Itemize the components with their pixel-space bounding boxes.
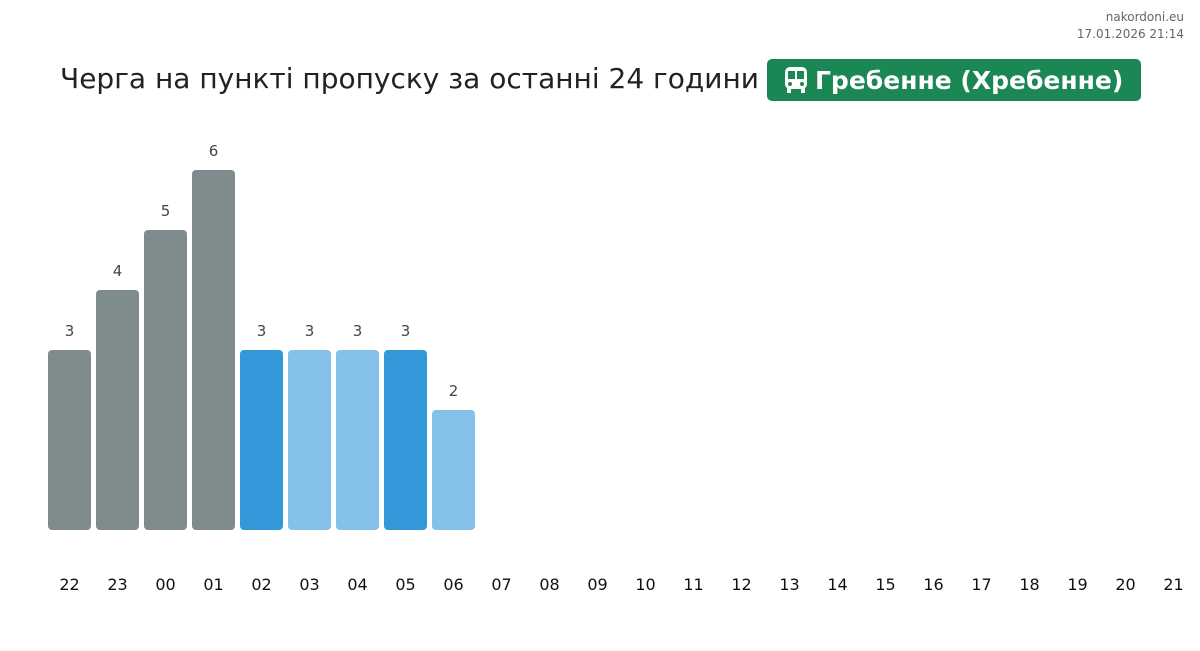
x-tick-label: 08 [539, 575, 559, 594]
x-tick-label: 09 [587, 575, 607, 594]
x-tick-label: 01 [203, 575, 223, 594]
checkpoint-badge: Гребенне (Хребенне) [767, 59, 1141, 101]
data-label: 3 [65, 322, 75, 340]
bar [384, 350, 427, 530]
x-tick-label: 23 [107, 575, 127, 594]
x-tick-label: 17 [971, 575, 991, 594]
bar [144, 230, 187, 530]
x-tick-label: 03 [299, 575, 319, 594]
x-tick-label: 15 [875, 575, 895, 594]
data-label: 5 [161, 202, 171, 220]
data-label: 3 [305, 322, 315, 340]
data-label: 3 [257, 322, 267, 340]
timestamp: 17.01.2026 21:14 [1076, 27, 1184, 41]
x-tick-label: 16 [923, 575, 943, 594]
bar [432, 410, 475, 530]
x-tick-label: 14 [827, 575, 847, 594]
data-label: 3 [353, 322, 363, 340]
x-tick-label: 12 [731, 575, 751, 594]
x-tick-label: 00 [155, 575, 175, 594]
x-tick-label: 02 [251, 575, 271, 594]
data-label: 6 [209, 142, 219, 160]
bar [336, 350, 379, 530]
x-tick-label: 13 [779, 575, 799, 594]
bar [48, 350, 91, 530]
x-tick-label: 06 [443, 575, 463, 594]
bar [240, 350, 283, 530]
x-tick-label: 07 [491, 575, 511, 594]
x-tick-label: 05 [395, 575, 415, 594]
checkpoint-name: Гребенне (Хребенне) [815, 65, 1124, 95]
x-tick-label: 20 [1115, 575, 1135, 594]
bar [288, 350, 331, 530]
x-tick-label: 18 [1019, 575, 1039, 594]
bar [96, 290, 139, 530]
x-tick-label: 04 [347, 575, 367, 594]
chart-title: Черга на пункті пропуску за останні 24 г… [60, 62, 759, 95]
data-label: 3 [401, 322, 411, 340]
x-tick-label: 22 [59, 575, 79, 594]
x-tick-label: 10 [635, 575, 655, 594]
x-tick-label: 19 [1067, 575, 1087, 594]
data-label: 4 [113, 262, 123, 280]
site-info: nakordoni.eu 17.01.2026 21:14 [1077, 9, 1184, 43]
x-tick-label: 11 [683, 575, 703, 594]
bar [192, 170, 235, 530]
bus-icon [785, 67, 807, 93]
x-tick-label: 21 [1163, 575, 1183, 594]
site-name: nakordoni.eu [1105, 10, 1184, 24]
data-label: 2 [449, 382, 459, 400]
